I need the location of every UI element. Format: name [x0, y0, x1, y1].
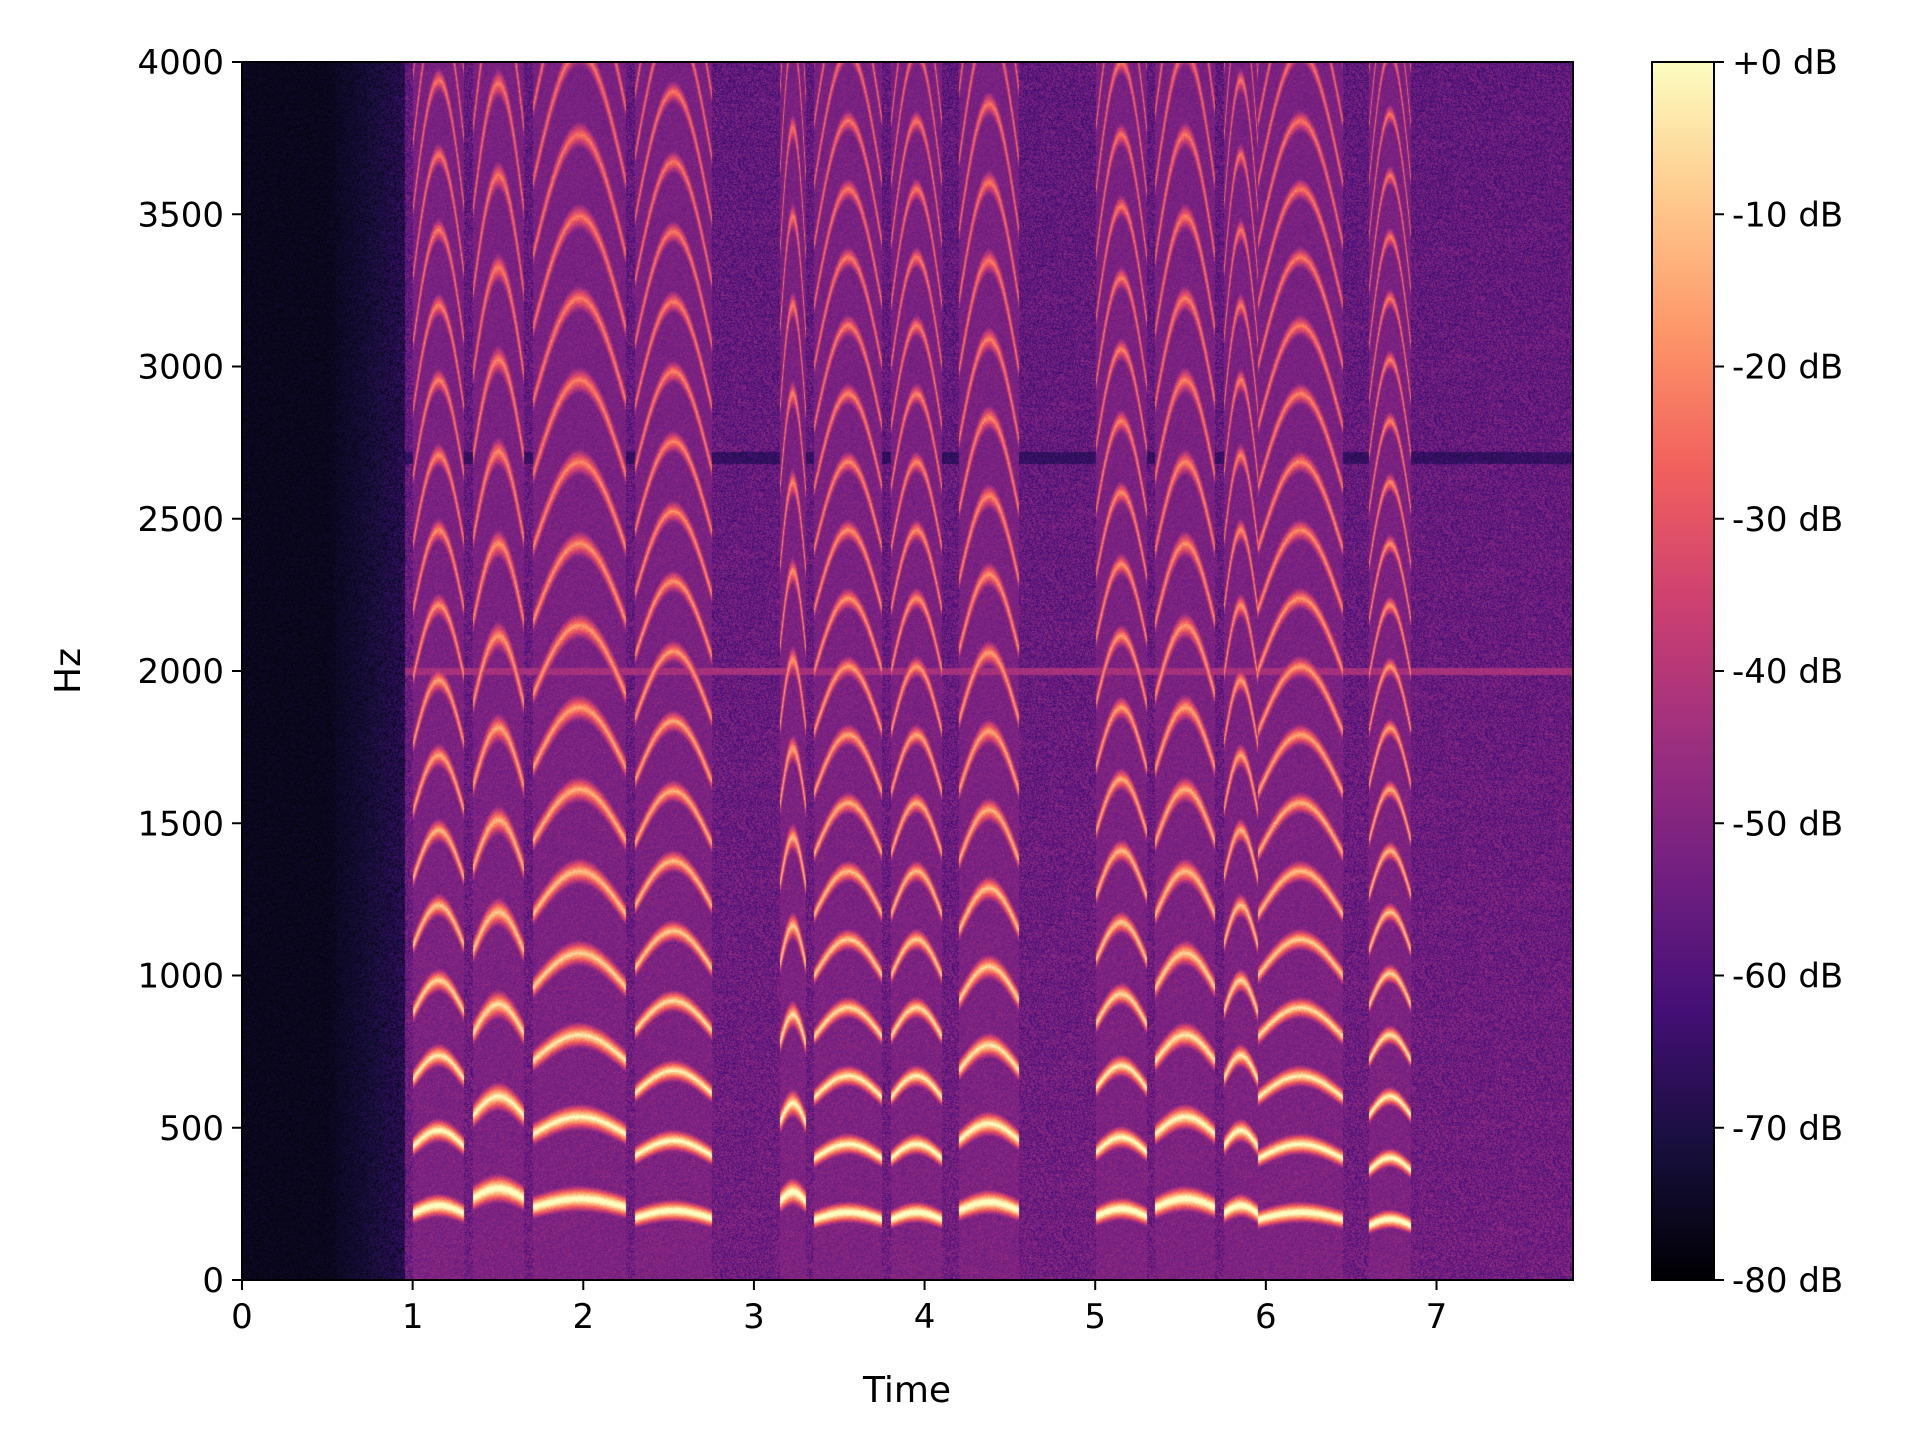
- x-axis-label: Time: [862, 1370, 951, 1411]
- y-tick-label: 3000: [137, 348, 224, 388]
- y-axis: 0 500 1000 1500 2000 2500 3000 3500 4000: [137, 43, 242, 1301]
- colorbar-tick-label: -50 dB: [1732, 804, 1843, 844]
- colorbar-tick-label: -70 dB: [1732, 1109, 1843, 1149]
- colorbar-tick-label: -20 dB: [1732, 348, 1843, 388]
- colorbar-tick-label: +0 dB: [1732, 43, 1838, 83]
- x-tick-label: 6: [1255, 1297, 1277, 1337]
- y-axis-label: Hz: [48, 648, 89, 694]
- colorbar-gradient: [1651, 61, 1715, 1281]
- colorbar-tick-label: -60 dB: [1732, 957, 1843, 997]
- y-tick-label: 2000: [137, 652, 224, 692]
- y-tick-label: 3500: [137, 195, 224, 235]
- colorbar-tick-label: -30 dB: [1732, 500, 1843, 540]
- spectrogram-plot-area: [241, 61, 1574, 1281]
- y-tick-label: 1500: [137, 804, 224, 844]
- colorbar-tick-label: -10 dB: [1732, 195, 1843, 235]
- y-tick-label: 4000: [137, 43, 224, 83]
- x-tick-label: 4: [914, 1297, 936, 1337]
- y-tick-label: 0: [202, 1261, 224, 1301]
- colorbar: +0 dB -10 dB -20 dB -30 dB -40 dB -50 dB -60 d…: [1651, 43, 1843, 1301]
- x-tick-label: 2: [572, 1297, 594, 1337]
- colorbar-tick-label: -80 dB: [1732, 1261, 1843, 1301]
- x-tick-label: 5: [1084, 1297, 1106, 1337]
- colorbar-ticks: +0 dB -10 dB -20 dB -30 dB -40 dB -50 dB -60 d…: [1714, 43, 1843, 1301]
- x-tick-label: 3: [743, 1297, 765, 1337]
- y-tick-label: 1000: [137, 957, 224, 997]
- colorbar-tick-label: -40 dB: [1732, 652, 1843, 692]
- x-tick-label: 7: [1426, 1297, 1448, 1337]
- x-tick-label: 0: [231, 1297, 253, 1337]
- y-tick-label: 2500: [137, 500, 224, 540]
- x-axis: 0 1 2 3 4 5 6 7: [231, 1280, 1447, 1337]
- x-tick-label: 1: [402, 1297, 424, 1337]
- y-tick-label: 500: [159, 1109, 224, 1149]
